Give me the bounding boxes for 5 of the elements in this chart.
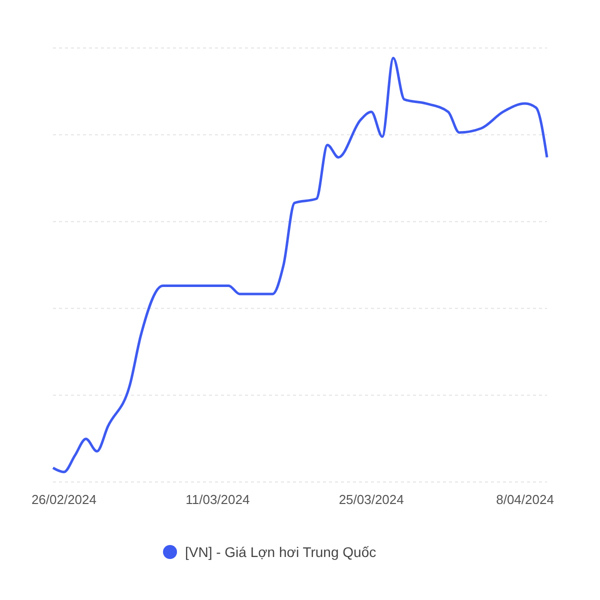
x-tick-label: 8/04/2024: [496, 492, 554, 507]
x-tick-label: 26/02/2024: [31, 492, 97, 507]
x-tick-label: 25/03/2024: [338, 492, 404, 507]
legend-label: [VN] - Giá Lợn hơi Trung Quốc: [185, 544, 376, 560]
x-tick-label: 11/03/2024: [186, 492, 250, 507]
